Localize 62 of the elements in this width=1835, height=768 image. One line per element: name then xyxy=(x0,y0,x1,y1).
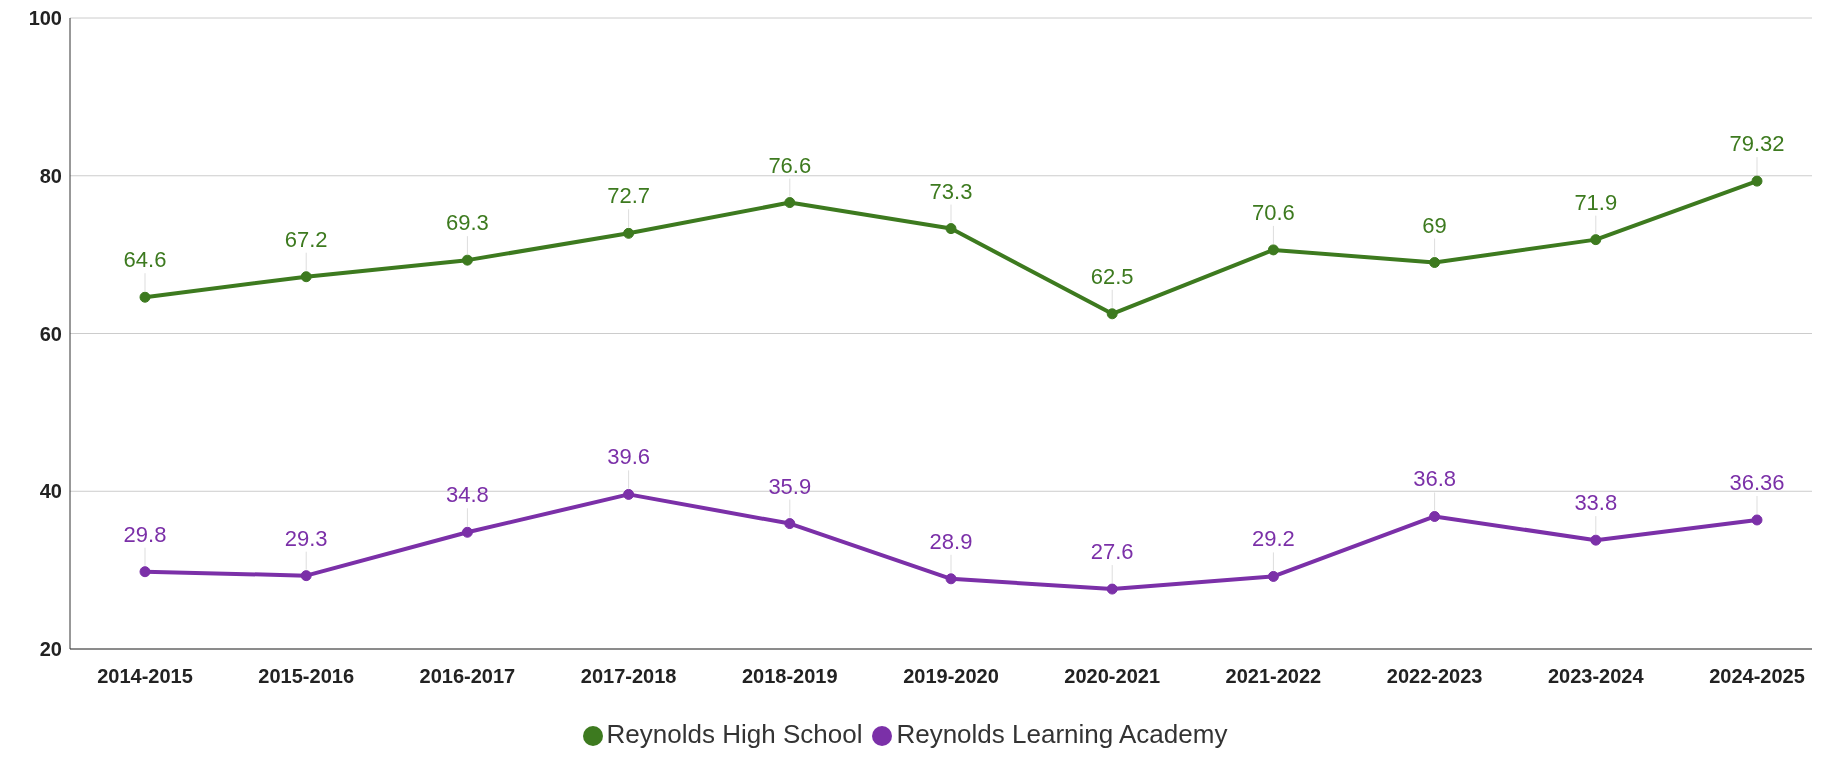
point xyxy=(1106,583,1118,595)
x-tick-label: 2017-2018 xyxy=(580,665,677,688)
point xyxy=(784,518,796,530)
x-tick-label: 2016-2017 xyxy=(419,665,516,688)
x-tick-label: 2022-2023 xyxy=(1386,665,1483,688)
data-label: 35.9 xyxy=(768,473,812,499)
x-tick-label: 2021-2022 xyxy=(1225,665,1322,688)
data-label: 67.2 xyxy=(284,226,328,252)
data-label: 27.6 xyxy=(1090,539,1134,565)
point xyxy=(623,227,635,239)
x-tick-label: 2018-2019 xyxy=(741,665,838,688)
x-tick-label: 2019-2020 xyxy=(903,665,999,688)
data-label: 28.9 xyxy=(929,528,973,554)
data-label: 34.8 xyxy=(445,482,489,508)
data-label: 71.9 xyxy=(1574,189,1618,215)
point xyxy=(1590,234,1602,246)
point xyxy=(139,566,151,578)
data-label: 79.32 xyxy=(1729,131,1785,157)
point xyxy=(1429,257,1441,269)
point xyxy=(1106,308,1118,320)
y-tick-label: 80 xyxy=(39,164,62,187)
point xyxy=(623,488,635,500)
x-tick-label: 2015-2016 xyxy=(258,665,355,688)
point xyxy=(945,223,957,235)
point xyxy=(945,573,957,585)
x-tick-label: 2024-2025 xyxy=(1709,665,1805,688)
data-label: 64.6 xyxy=(123,247,167,273)
data-label: 62.5 xyxy=(1090,263,1134,289)
x-tick-label: 2023-2024 xyxy=(1547,665,1645,688)
point xyxy=(1267,570,1279,582)
data-label: 33.8 xyxy=(1574,490,1618,516)
data-label: 72.7 xyxy=(607,183,651,209)
point xyxy=(461,526,473,538)
data-label: 76.6 xyxy=(768,152,812,178)
data-label: 36.8 xyxy=(1413,466,1457,492)
point xyxy=(1429,510,1441,522)
data-label: 69.3 xyxy=(445,210,489,236)
point xyxy=(1751,175,1763,187)
data-label: 29.3 xyxy=(284,525,328,551)
data-label: 69 xyxy=(1422,212,1447,238)
data-label: 73.3 xyxy=(929,178,973,204)
y-tick-label: 40 xyxy=(39,480,62,503)
point xyxy=(1751,514,1763,526)
legend-label: Reynolds Learning Academy xyxy=(896,719,1228,749)
x-tick-label: 2020-2021 xyxy=(1064,665,1161,688)
data-label: 70.6 xyxy=(1251,199,1295,225)
point xyxy=(784,197,796,209)
x-tick-label: 2014-2015 xyxy=(97,665,193,688)
point xyxy=(300,570,312,582)
legend-label: Reynolds High School xyxy=(606,719,863,749)
data-label: 36.36 xyxy=(1729,469,1785,495)
y-tick-label: 60 xyxy=(39,322,62,345)
point xyxy=(300,271,312,283)
data-label: 29.2 xyxy=(1251,526,1295,552)
y-tick-label: 20 xyxy=(39,638,62,661)
data-label: 39.6 xyxy=(607,444,651,470)
point xyxy=(461,254,473,266)
point xyxy=(1267,244,1279,256)
data-label: 29.8 xyxy=(123,521,167,547)
point xyxy=(1590,534,1602,546)
y-tick-label: 100 xyxy=(28,7,62,30)
point xyxy=(139,291,151,303)
